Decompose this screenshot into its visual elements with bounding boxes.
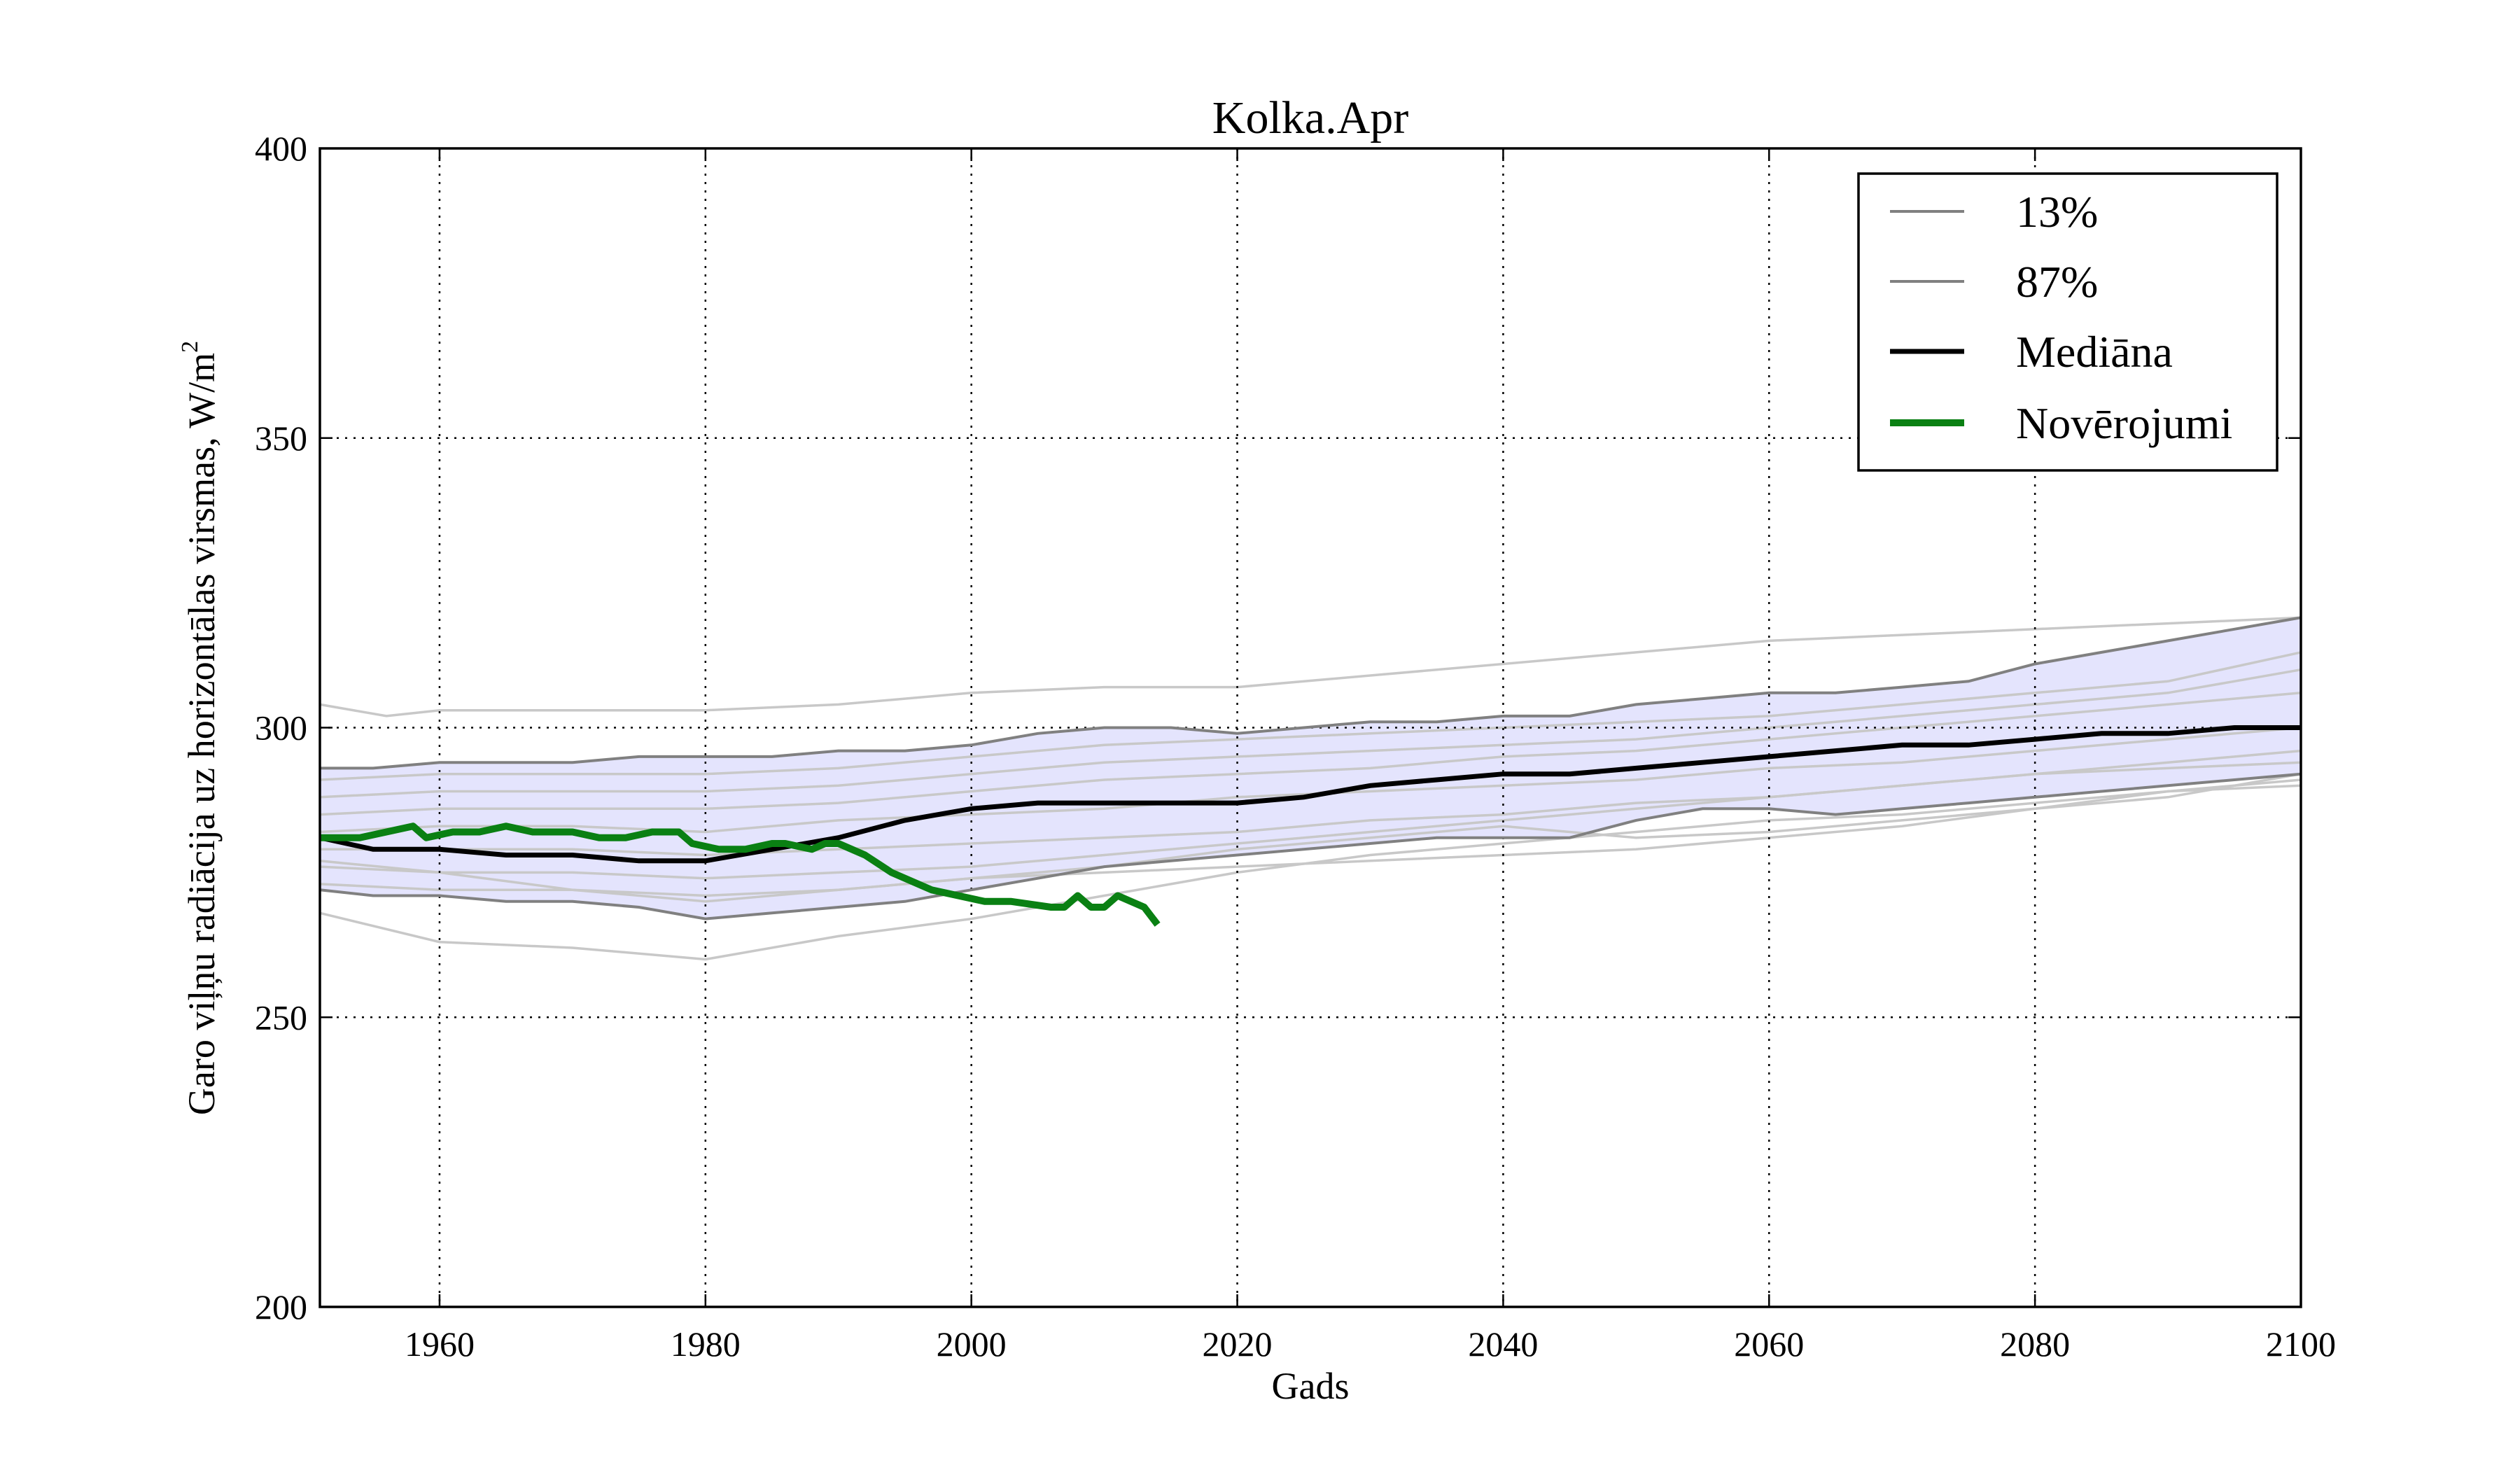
legend-item-87-percent-label: 87% (2016, 257, 2098, 307)
legend: 13% 87% Mediāna Novērojumi (1857, 172, 2278, 472)
x-tick-label: 1960 (405, 1324, 475, 1364)
model-run-line-3 (319, 668, 2302, 799)
x-axis-label: Gads (1272, 1365, 1350, 1407)
legend-item-13-percent-label: 13% (2016, 187, 2098, 237)
x-tick-label: 2100 (2266, 1324, 2336, 1364)
series-layer (319, 616, 2302, 927)
legend-item-observations-label: Novērojumi (2016, 398, 2232, 448)
series-87-percent-line (320, 616, 2302, 770)
model-run-line-7 (319, 761, 2302, 880)
y-tick-label: 200 (255, 1287, 307, 1326)
y-axis-label-text: Garo viļņu radiācija uz horizontālas vir… (181, 353, 223, 1115)
model-run-line-9 (319, 772, 2302, 903)
model-run-line-4 (319, 692, 2302, 816)
x-tick-label: 1980 (671, 1324, 741, 1364)
legend-item-median-label: Mediāna (2016, 327, 2173, 377)
y-axis-label: Garo viļņu radiācija uz horizontālas vir… (177, 341, 223, 1115)
series-13-percent-line (319, 772, 2302, 920)
ticks-layer: 1960 1980 2000 2020 2040 2060 2080 2100 200 250 30… (255, 129, 2336, 1364)
y-tick-label: 350 (255, 419, 307, 458)
y-tick-label: 400 (255, 129, 307, 168)
model-run-line-8 (319, 778, 2302, 897)
y-tick-label: 300 (255, 708, 307, 748)
series-median-line (319, 725, 2301, 864)
x-tick-label: 2080 (2000, 1324, 2070, 1364)
y-tick-label: 250 (255, 997, 307, 1037)
x-tick-label: 2020 (1203, 1324, 1273, 1364)
chart-title: Kolka.Apr (1212, 92, 1408, 144)
model-run-line-10 (319, 651, 2302, 781)
model-run-line-5 (319, 726, 2302, 834)
x-tick-label: 2000 (937, 1324, 1007, 1364)
x-tick-label: 2040 (1468, 1324, 1538, 1364)
y-axis-label-superscript: 2 (177, 341, 203, 353)
x-tick-label: 2060 (1734, 1324, 1804, 1364)
series-observations-line (320, 822, 1161, 927)
